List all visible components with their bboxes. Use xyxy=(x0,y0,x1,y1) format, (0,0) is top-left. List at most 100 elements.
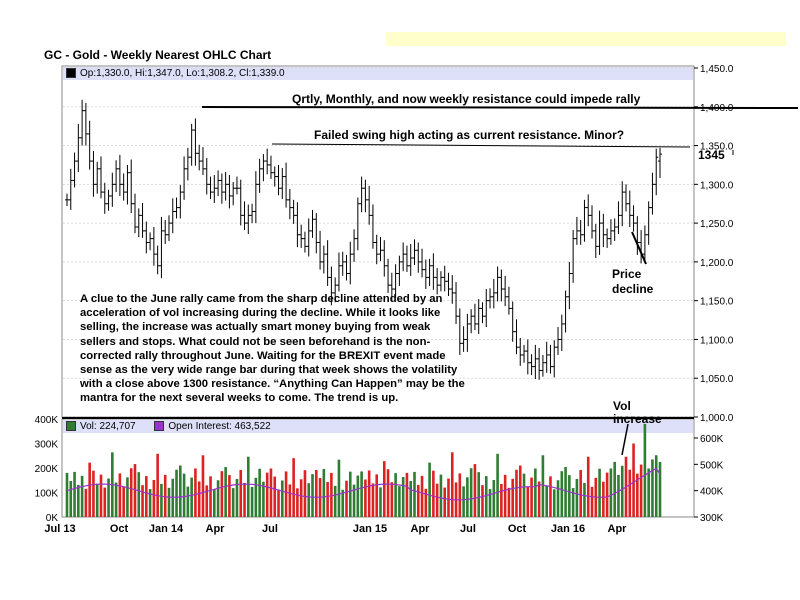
time-tick-label: Jul xyxy=(262,523,278,535)
highlight-strip xyxy=(386,32,786,46)
volume-bar xyxy=(586,456,590,517)
volume-bar xyxy=(651,459,654,517)
volume-bar xyxy=(341,489,345,517)
volume-bar xyxy=(484,476,488,517)
volume-bar xyxy=(568,475,571,517)
major-resistance-line xyxy=(201,106,799,109)
time-tick-label: Apr xyxy=(411,523,431,535)
volume-bar xyxy=(375,474,379,517)
volume-bar xyxy=(579,469,582,517)
volume-bar xyxy=(526,486,530,517)
oi-tick-label: 600K xyxy=(700,434,724,445)
volume-tick-label: 0K xyxy=(46,513,59,524)
volume-bar xyxy=(477,472,481,517)
volume-bar xyxy=(209,476,212,517)
volume-bar xyxy=(337,459,341,517)
volume-bar xyxy=(284,471,288,517)
price-tick-label: 1,100.0 xyxy=(700,335,734,346)
chart-title: GC - Gold - Weekly Nearest OHLC Chart xyxy=(44,48,272,62)
volume-bar xyxy=(462,486,465,517)
volume-bar xyxy=(424,488,428,517)
volume-value: Vol: 224,707 xyxy=(80,421,136,432)
volume-bar xyxy=(326,481,329,517)
volume-bar xyxy=(296,488,299,517)
volume-bar xyxy=(503,474,507,517)
volume-bar xyxy=(360,471,363,517)
volume-bar xyxy=(262,481,265,517)
volume-bar xyxy=(390,482,394,517)
volume-bar xyxy=(92,470,95,517)
volume-bar xyxy=(632,443,635,517)
volume-bar xyxy=(345,480,348,517)
volume-bar xyxy=(190,477,193,517)
volume-bar xyxy=(99,474,103,517)
major-resistance-label: Qrtly, Monthly, and now weekly resistanc… xyxy=(292,92,641,106)
volume-bar xyxy=(469,468,473,517)
oi-tick-label: 400K xyxy=(700,487,724,498)
volume-bar xyxy=(628,469,632,517)
price-decline-label: Price decline xyxy=(612,267,654,296)
volume-tick-label: 200K xyxy=(35,464,59,475)
volume-bar xyxy=(194,468,197,517)
volume-bar xyxy=(303,470,307,517)
volume-bar xyxy=(311,474,314,517)
volume-bar xyxy=(114,482,118,517)
volume-bar xyxy=(126,477,129,517)
volume-bar xyxy=(288,484,292,517)
volume-bar xyxy=(77,484,80,517)
volume-bar xyxy=(179,465,182,517)
volume-bar xyxy=(394,473,397,517)
price-tick-label: 1,200.0 xyxy=(700,258,734,269)
volume-bar xyxy=(560,471,564,517)
volume-bar xyxy=(590,486,594,517)
volume-bar xyxy=(88,462,91,517)
volume-bar xyxy=(416,484,420,517)
volume-bar xyxy=(314,469,318,517)
volume-bar xyxy=(269,468,273,517)
time-tick-label: Jan 15 xyxy=(353,523,387,535)
volume-bar xyxy=(435,483,439,517)
ohlc-swatch xyxy=(66,68,76,79)
volume-bar xyxy=(534,468,537,517)
volume-bar xyxy=(258,468,261,517)
volume-bar xyxy=(80,475,84,517)
volume-bar xyxy=(299,479,303,517)
time-tick-label: Jul xyxy=(460,523,476,535)
volume-tick-label: 100K xyxy=(35,489,59,500)
price-decline-arrow xyxy=(631,231,647,265)
volume-bar xyxy=(398,486,401,517)
price-legend-bar xyxy=(63,67,693,80)
volume-bar xyxy=(386,469,390,517)
volume-bar xyxy=(466,477,469,517)
volume-bar xyxy=(658,461,662,517)
volume-bar xyxy=(530,477,533,517)
volume-bar xyxy=(518,465,522,517)
volume-bar xyxy=(609,468,613,517)
volume-bar xyxy=(507,487,511,517)
volume-bar xyxy=(409,480,413,517)
volume-bar xyxy=(613,461,616,517)
volume-bar xyxy=(405,472,409,517)
price-tick-label: 1,350.0 xyxy=(700,142,734,153)
volume-bar xyxy=(450,452,454,517)
open-interest-line xyxy=(66,467,661,501)
volume-bar xyxy=(432,470,435,517)
volume-bar xyxy=(239,469,243,517)
volume-bar xyxy=(583,482,586,517)
volume-bar xyxy=(636,473,639,517)
oi-tick-label: 500K xyxy=(700,460,724,471)
volume-bar xyxy=(564,467,567,517)
volume-bar xyxy=(292,458,295,517)
volume-axis: 400K 300K 200K 100K 0K xyxy=(35,415,59,524)
volume-bar xyxy=(605,472,609,517)
volume-bar xyxy=(182,473,186,517)
volume-bar xyxy=(439,474,443,517)
volume-bar xyxy=(145,476,148,517)
open-interest-swatch xyxy=(154,421,165,432)
time-tick-label: Oct xyxy=(508,523,527,535)
price-axis: 1,450.01,400.01,350.01,300.01,250.01,200… xyxy=(694,64,734,424)
volume-bar xyxy=(447,478,450,517)
volume-bar xyxy=(156,453,159,517)
volume-bar xyxy=(228,475,231,517)
price-tick-label: 1,450.0 xyxy=(700,64,734,75)
